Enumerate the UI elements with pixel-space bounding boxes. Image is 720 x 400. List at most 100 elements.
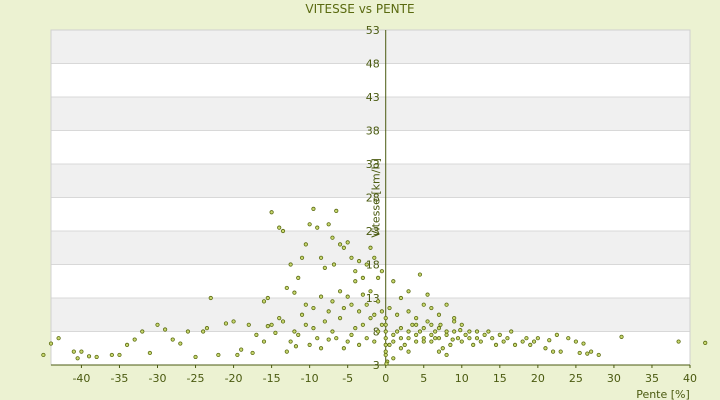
data-point [303,322,308,327]
data-point [178,341,183,346]
data-point [436,312,442,317]
data-point [330,329,335,334]
data-point [117,352,122,358]
data-point [185,329,191,334]
data-point [459,322,464,327]
data-point [398,326,404,331]
y-tick-label: 43 [366,91,380,104]
x-tick-label: 40 [683,372,697,385]
x-tick-label: -10 [301,372,319,385]
x-tick-label: -15 [263,372,281,385]
data-point [353,279,358,284]
data-point [433,336,438,341]
data-point [450,337,455,342]
data-point [326,337,331,342]
data-point [463,332,468,337]
data-point [337,289,343,294]
data-point [337,242,343,247]
y-tick-label: 33 [366,158,380,171]
data-point [341,305,346,311]
data-point [331,262,337,267]
data-point [280,228,286,234]
data-point [368,315,373,321]
data-point [265,324,270,329]
x-tick-label: 5 [420,372,427,385]
data-point [379,269,385,274]
data-point [311,206,316,211]
data-point [391,356,396,361]
chart-title: VITESSE vs PENTE [305,2,415,16]
data-point [524,336,529,341]
data-point [364,336,369,341]
data-point [703,340,708,345]
data-point [505,336,510,341]
data-point [452,315,457,321]
plot-band [51,130,690,164]
data-point [265,295,270,301]
x-axis-label: Pente [%] [636,388,690,400]
data-point [458,328,463,333]
data-point [311,305,316,311]
x-tick-label: 35 [645,372,659,385]
data-point [315,336,320,341]
x-tick-label: 15 [493,372,507,385]
data-point [425,292,430,297]
data-point [140,329,145,334]
data-point [391,332,396,337]
data-point [163,327,168,332]
data-point [535,336,540,341]
data-point [440,346,445,351]
data-point [284,349,289,354]
plot-band [51,30,690,64]
data-point [353,269,358,274]
data-point [444,329,449,334]
data-point [383,315,388,321]
data-point [356,309,362,314]
data-point [398,295,404,301]
data-point [296,275,301,280]
data-point [497,332,502,337]
data-point [406,309,411,314]
data-point [384,361,389,366]
x-tick-label: 10 [455,372,469,385]
y-tick-label: 48 [366,58,380,71]
data-point [307,342,312,347]
data-point [444,352,449,358]
data-point [86,354,92,359]
data-point [318,255,324,260]
plot-band [51,197,690,231]
data-point [391,279,396,284]
data-point [299,255,305,260]
y-tick-label: 38 [366,125,380,138]
data-point [303,302,308,307]
data-point [330,235,335,240]
data-point [467,336,472,341]
data-point [585,351,590,356]
data-point [406,329,411,334]
data-point [147,350,152,356]
data-point [261,339,267,344]
data-point [368,289,373,294]
data-point [318,294,324,299]
data-point [429,305,434,311]
data-point [345,339,350,344]
data-point [334,336,339,341]
data-point [566,336,571,341]
data-point [307,222,312,227]
data-point [444,302,449,307]
y-tick-label: 53 [366,24,380,37]
data-point [292,290,297,295]
data-point [589,349,594,354]
data-point [269,210,274,215]
data-point [109,352,114,358]
data-point [509,329,514,334]
data-point [433,329,438,334]
data-point [421,336,426,341]
x-tick-label: 20 [531,372,545,385]
data-point [414,339,419,344]
data-point [326,309,331,314]
y-tick-label: 3 [373,359,380,372]
data-point [372,339,377,344]
data-point [421,302,426,307]
y-tick-label: 18 [366,259,380,272]
